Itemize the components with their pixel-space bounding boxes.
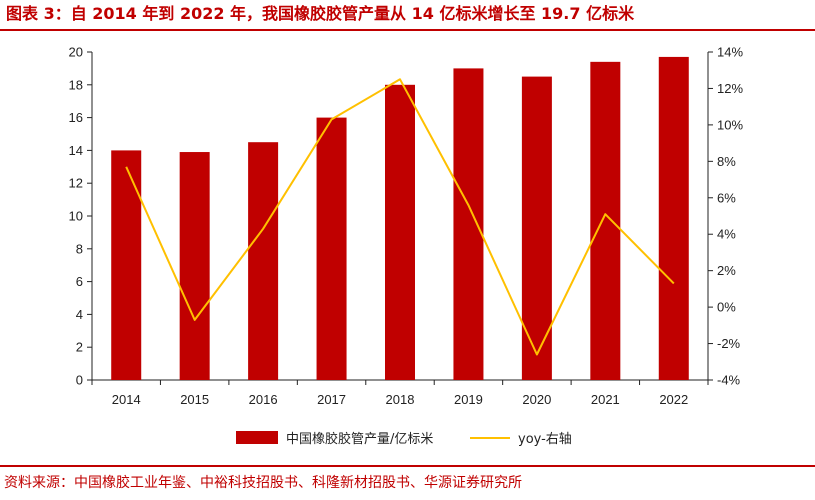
legend-label-bar: 中国橡胶胶管产量/亿标米: [286, 431, 433, 447]
y-right-tick-label: 6%: [717, 190, 736, 205]
x-tick-label: 2020: [522, 392, 551, 407]
y-right-tick-label: 2%: [717, 263, 736, 278]
x-tick-label: 2017: [317, 392, 346, 407]
bar: [521, 76, 552, 380]
y-right-tick-label: 8%: [717, 154, 736, 169]
legend-swatch-bar: [236, 431, 278, 444]
x-tick-label: 2019: [454, 392, 483, 407]
y-left-tick-label: 16: [69, 110, 83, 125]
title-divider: [0, 29, 815, 31]
y-left-tick-label: 14: [69, 143, 83, 158]
y-right-tick-label: 14%: [717, 45, 743, 60]
bar: [658, 56, 689, 381]
y-left-tick-label: 20: [69, 45, 83, 60]
y-left-tick-label: 6: [76, 274, 83, 289]
bar: [248, 142, 279, 380]
x-tick-label: 2022: [659, 392, 688, 407]
x-tick-label: 2014: [112, 392, 141, 407]
combo-chart: 0 2 4 6 8 10 12 14 16 18 20 -4% -2% 0% 2% 4% 6% 8% 10% 12% 1…: [69, 45, 744, 448]
y-left-tick-label: 8: [76, 241, 83, 256]
y-right-tick-label: 0%: [717, 300, 736, 315]
bar: [316, 117, 347, 380]
y-right-tick-label: -4%: [717, 373, 741, 388]
source-divider: [0, 465, 815, 467]
bar: [385, 84, 415, 381]
y-right-tick-label: 4%: [717, 227, 736, 242]
y-left-tick-label: 0: [76, 373, 83, 388]
x-tick-label: 2016: [249, 392, 278, 407]
bar: [111, 150, 142, 380]
y-left-tick-label: 18: [69, 77, 83, 92]
source-note: 资料来源：中国橡胶工业年鉴、中裕科技招股书、科隆新材招股书、华源证券研究所: [4, 475, 522, 491]
x-tick-label: 2018: [386, 392, 415, 407]
yoy-line: [125, 78, 675, 356]
y-left-tick-label: 2: [76, 340, 83, 355]
x-tick-label: 2015: [180, 392, 209, 407]
bar: [179, 152, 210, 380]
bar: [453, 68, 484, 381]
bar: [590, 61, 621, 381]
y-right-tick-label: -2%: [717, 336, 741, 351]
y-left-tick-label: 10: [69, 209, 83, 224]
y-left-tick-label: 4: [76, 307, 83, 322]
y-right-tick-label: 10%: [717, 117, 743, 132]
y-right-tick-label: 12%: [717, 81, 743, 96]
chart-title: 图表 3：自 2014 年到 2022 年，我国橡胶胶管产量从 14 亿标米增长…: [6, 4, 635, 23]
legend-label-line: yoy-右轴: [518, 432, 572, 447]
x-tick-label: 2021: [591, 392, 620, 407]
y-left-tick-label: 12: [69, 176, 83, 191]
